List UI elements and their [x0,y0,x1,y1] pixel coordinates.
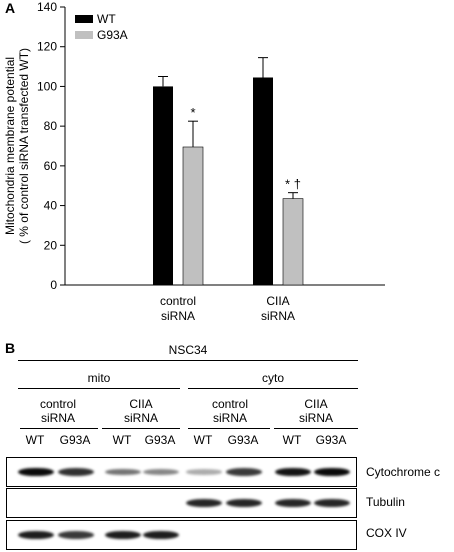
blot-band [314,467,350,477]
treatment-label-3-line1: control [211,397,249,411]
bar-wt-0 [153,86,173,285]
x-category-label-line2: siRNA [261,309,295,323]
x-category-label-line1: control [160,294,196,308]
cyto-bracket [188,388,358,389]
mito-bracket [18,388,180,389]
y-tick-label: 0 [50,278,57,292]
treatment-label-2-line1: CIIA [129,397,153,411]
lane-label-g93a: G93A [315,433,347,447]
blot-band [58,468,94,476]
blot-band [143,468,179,476]
significance-marker: * † [285,177,301,192]
bar-wt-1 [253,77,273,285]
legend-label-wt: WT [97,12,116,26]
blot-band [275,498,311,508]
legend-swatch-g93a [75,31,93,39]
legend-swatch-wt [75,15,93,23]
y-tick-label: 100 [37,79,57,93]
blot-band [18,530,54,540]
cell-line-label: NSC34 [168,343,208,357]
blot-label-cytochrome-c: Cytochrome c [366,465,441,479]
blot-band [226,468,262,476]
lane-label-wt: WT [112,433,132,447]
bar-g93a-0 [182,146,204,286]
y-tick-label: 140 [37,0,57,14]
lane-label-wt: WT [25,433,45,447]
blot-band [186,498,222,508]
blot-band [143,530,179,540]
blot-cox-iv [6,520,357,550]
lane-label-wt: WT [282,433,302,447]
significance-marker: * [190,105,195,120]
blot-band [105,530,141,540]
treatment-bracket-4 [274,428,358,429]
y-tick-label: 80 [44,119,58,133]
y-axis-label-line2: ( % of control siRNA transfected WT) [17,48,31,244]
blot-band [186,469,222,475]
y-tick-label: 20 [44,238,58,252]
legend-label-g93a: G93A [97,28,128,42]
blot-band [314,498,350,508]
cell-line-bracket [18,360,358,361]
blot-band [58,531,94,539]
blot-label-tubulin: Tubulin [366,495,405,509]
treatment-label-4-line1: CIIA [304,397,328,411]
lane-label-g93a: G93A [59,433,91,447]
y-tick-label: 40 [44,199,58,213]
lane-label-g93a: G93A [144,433,176,447]
blot-band [275,467,311,477]
treatment-label-2-line2: siRNA [123,411,158,425]
treatment-bracket-2 [102,428,180,429]
y-axis-label-line1: Mitochondria membrane potential [3,57,17,235]
fraction-label-mito: mito [87,371,111,385]
lane-label-g93a: G93A [227,433,259,447]
blot-cytochrome-c [6,457,357,487]
x-category-label-line2: siRNA [161,309,195,323]
blot-tubulin [6,488,357,518]
treatment-bracket-3 [188,428,270,429]
treatment-label-1-line2: siRNA [40,411,75,425]
treatment-bracket-1 [20,428,98,429]
y-tick-label: 60 [44,159,58,173]
blot-band [18,467,54,477]
blot-band [226,498,262,508]
blot-band [105,468,141,476]
treatment-label-4-line2: siRNA [298,411,333,425]
panel-a-label: A [5,0,16,16]
x-category-label-line1: CIIA [266,294,289,308]
bar-g93a-1 [282,198,304,286]
treatment-label-3-line2: siRNA [212,411,247,425]
fraction-label-cyto: cyto [261,371,284,385]
y-tick-label: 120 [37,40,57,54]
treatment-label-1-line1: control [39,397,77,411]
blot-label-cox-iv: COX IV [366,526,407,540]
panel-b-label: B [5,340,16,356]
lane-label-wt: WT [193,433,213,447]
